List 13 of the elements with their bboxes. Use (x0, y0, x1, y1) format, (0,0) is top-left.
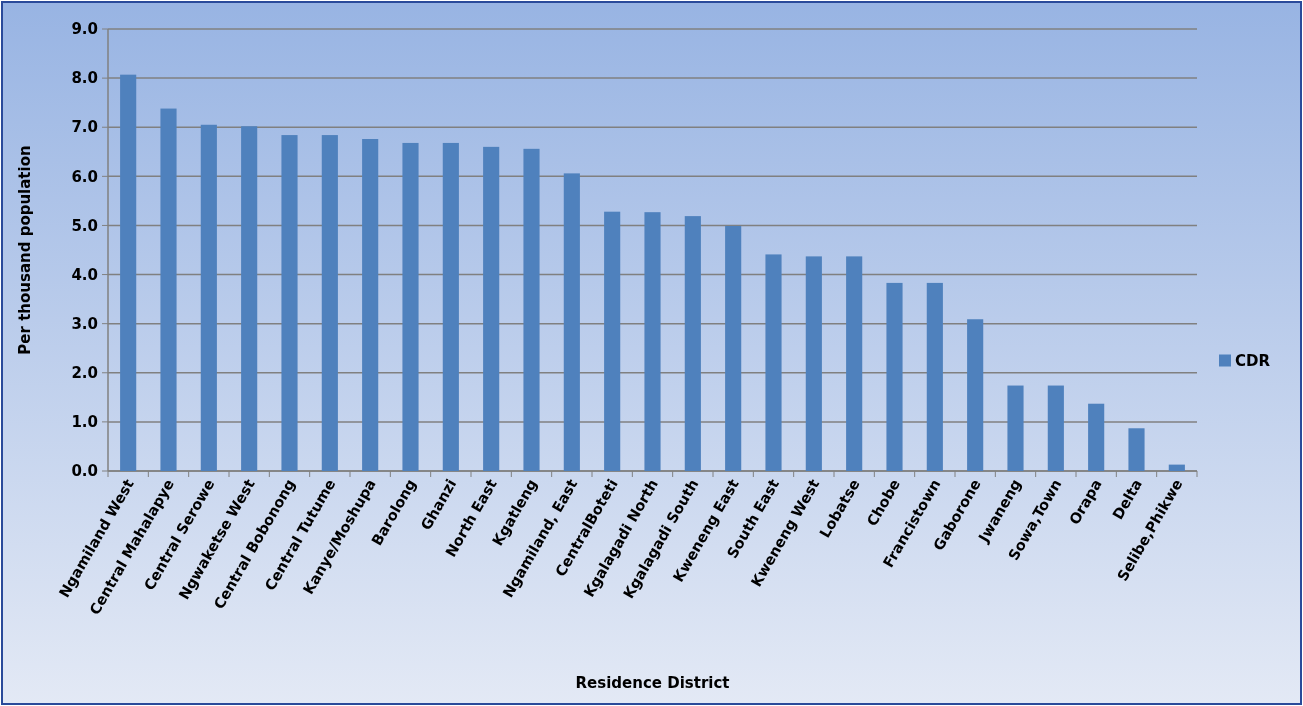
y-tick-label: 2.0 (71, 364, 98, 383)
y-tick-label: 4.0 (71, 265, 98, 284)
y-tick-label: 7.0 (71, 118, 98, 137)
y-tick-label: 9.0 (71, 20, 98, 39)
y-tick-label: 3.0 (71, 314, 98, 333)
y-tick-label: 0.0 (71, 462, 98, 481)
y-tick-label: 1.0 (71, 413, 98, 432)
y-axis-title: Per thousand population (16, 145, 34, 355)
x-axis-title: Residence District (575, 674, 730, 692)
y-tick-label: 5.0 (71, 216, 98, 235)
y-tick-label: 6.0 (71, 167, 98, 186)
legend-label: CDR (1235, 351, 1271, 370)
y-tick-label: 8.0 (71, 69, 98, 88)
